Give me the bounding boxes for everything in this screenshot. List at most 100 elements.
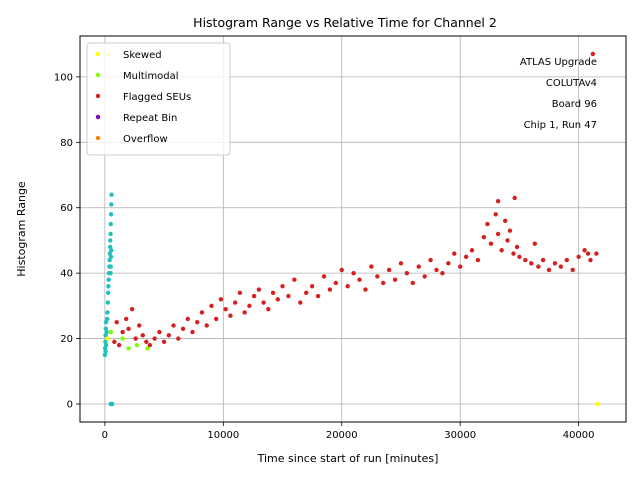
legend-marker <box>95 51 101 57</box>
data-point-flagged-seus <box>304 290 309 295</box>
data-point-flagged-seus <box>398 261 404 266</box>
data-point-flagged-seus <box>457 264 463 269</box>
data-point-flagged-seus <box>404 270 410 276</box>
data-point-flagged-seus <box>369 264 374 269</box>
data-point-flagged-seus <box>345 284 350 289</box>
data-point-flagged-seus <box>261 300 266 305</box>
data-point-flagged-seus <box>228 313 233 318</box>
annotation-line: COLUTAv4 <box>546 78 597 89</box>
data-point-flagged-seus <box>512 195 517 201</box>
data-point-unlabeled <box>106 277 111 282</box>
data-point-flagged-seus <box>564 257 569 263</box>
data-point-flagged-seus <box>251 293 257 299</box>
y-tick-label: 80 <box>60 138 73 149</box>
y-tick-label: 60 <box>60 203 73 214</box>
data-point-unlabeled <box>105 316 110 322</box>
data-point-unlabeled <box>108 264 113 269</box>
data-point-flagged-seus <box>223 306 228 312</box>
run-annotation: ATLAS Upgrade COLUTAv4 Board 96 Chip 1, Run… <box>520 57 597 131</box>
y-axis-label: Histogram Range <box>15 181 28 277</box>
legend-box <box>86 42 231 156</box>
data-point-unlabeled <box>103 349 108 354</box>
data-point-flagged-seus <box>446 261 451 266</box>
data-point-skewed <box>595 401 600 407</box>
data-point-flagged-seus <box>171 323 176 328</box>
data-point-flagged-seus <box>161 339 167 345</box>
y-tick-label: 100 <box>54 72 73 83</box>
data-point-flagged-seus <box>507 228 513 233</box>
data-point-flagged-seus <box>392 277 398 282</box>
data-point-flagged-seus <box>126 326 131 331</box>
data-point-flagged-seus <box>237 290 243 295</box>
data-point-unlabeled <box>108 238 113 243</box>
data-point-flagged-seus <box>495 198 501 204</box>
data-point-flagged-seus <box>157 329 162 335</box>
data-point-multimodal <box>108 329 113 335</box>
data-point-unlabeled <box>109 202 114 207</box>
x-tick-label: 30000 <box>444 430 476 441</box>
data-point-multimodal <box>126 346 131 351</box>
data-point-unlabeled <box>105 310 110 315</box>
annotation-line: ATLAS Upgrade <box>520 57 597 68</box>
data-point-flagged-seus <box>514 244 520 250</box>
data-point-flagged-seus <box>247 303 252 309</box>
data-point-flagged-seus <box>499 248 504 253</box>
x-tick-label: 40000 <box>563 430 595 441</box>
data-point-flagged-seus <box>180 326 186 331</box>
data-point-unlabeled <box>108 212 114 217</box>
annotation-line: Board 96 <box>552 99 597 110</box>
data-point-flagged-seus <box>190 329 195 335</box>
x-axis-label: Time since start of run [minutes] <box>257 452 439 465</box>
data-point-flagged-seus <box>152 336 157 341</box>
data-point-flagged-seus <box>517 254 522 260</box>
data-point-flagged-seus <box>532 241 537 246</box>
data-point-unlabeled <box>109 192 114 197</box>
data-point-flagged-seus <box>582 248 587 253</box>
data-point-flagged-seus <box>558 264 564 269</box>
data-point-flagged-seus <box>570 267 575 273</box>
plot-frame <box>79 35 627 423</box>
data-point-flagged-seus <box>511 251 516 256</box>
data-point-flagged-seus <box>488 241 494 246</box>
data-point-flagged-seus <box>481 234 487 240</box>
data-point-flagged-seus <box>112 339 117 345</box>
data-point-flagged-seus <box>590 51 596 57</box>
legend: Skewed Multimodal Flagged SEUs Repeat Bin Ov… <box>86 42 231 156</box>
data-point-flagged-seus <box>114 320 119 325</box>
data-point-flagged-seus <box>185 316 190 322</box>
data-point-flagged-seus <box>309 284 315 289</box>
grid <box>80 36 626 422</box>
data-point-flagged-seus <box>585 251 591 256</box>
data-point-flagged-seus <box>493 212 498 217</box>
data-point-unlabeled <box>104 329 109 335</box>
data-point-unlabeled <box>108 221 113 227</box>
data-point-flagged-seus <box>116 342 122 348</box>
legend-marker <box>95 93 101 99</box>
data-point-flagged-seus <box>536 264 541 269</box>
data-point-flagged-seus <box>166 333 172 338</box>
data-point-unlabeled <box>108 401 113 407</box>
data-point-flagged-seus <box>256 287 262 292</box>
data-point-flagged-seus <box>495 231 501 237</box>
legend-label: Repeat Bin <box>123 113 177 124</box>
data-point-flagged-seus <box>485 221 490 227</box>
data-point-flagged-seus <box>232 300 238 305</box>
x-tick-label: 0 <box>102 430 108 441</box>
data-point-flagged-seus <box>199 310 205 315</box>
data-point-multimodal <box>145 346 150 351</box>
data-point-flagged-seus <box>129 306 135 312</box>
data-point-flagged-seus <box>375 274 380 279</box>
x-tick-label: 10000 <box>207 430 239 441</box>
data-point-flagged-seus <box>381 280 386 286</box>
data-point-flagged-seus <box>147 342 153 348</box>
data-point-flagged-seus <box>327 287 333 292</box>
data-point-flagged-seus <box>214 316 219 322</box>
data-point-flagged-seus <box>469 248 475 253</box>
data-point-unlabeled <box>105 290 111 295</box>
legend-label: Multimodal <box>123 71 179 82</box>
data-point-flagged-seus <box>452 251 457 256</box>
data-point-multimodal <box>134 342 140 348</box>
data-point-flagged-seus <box>321 274 327 279</box>
data-point-skewed <box>105 336 111 341</box>
